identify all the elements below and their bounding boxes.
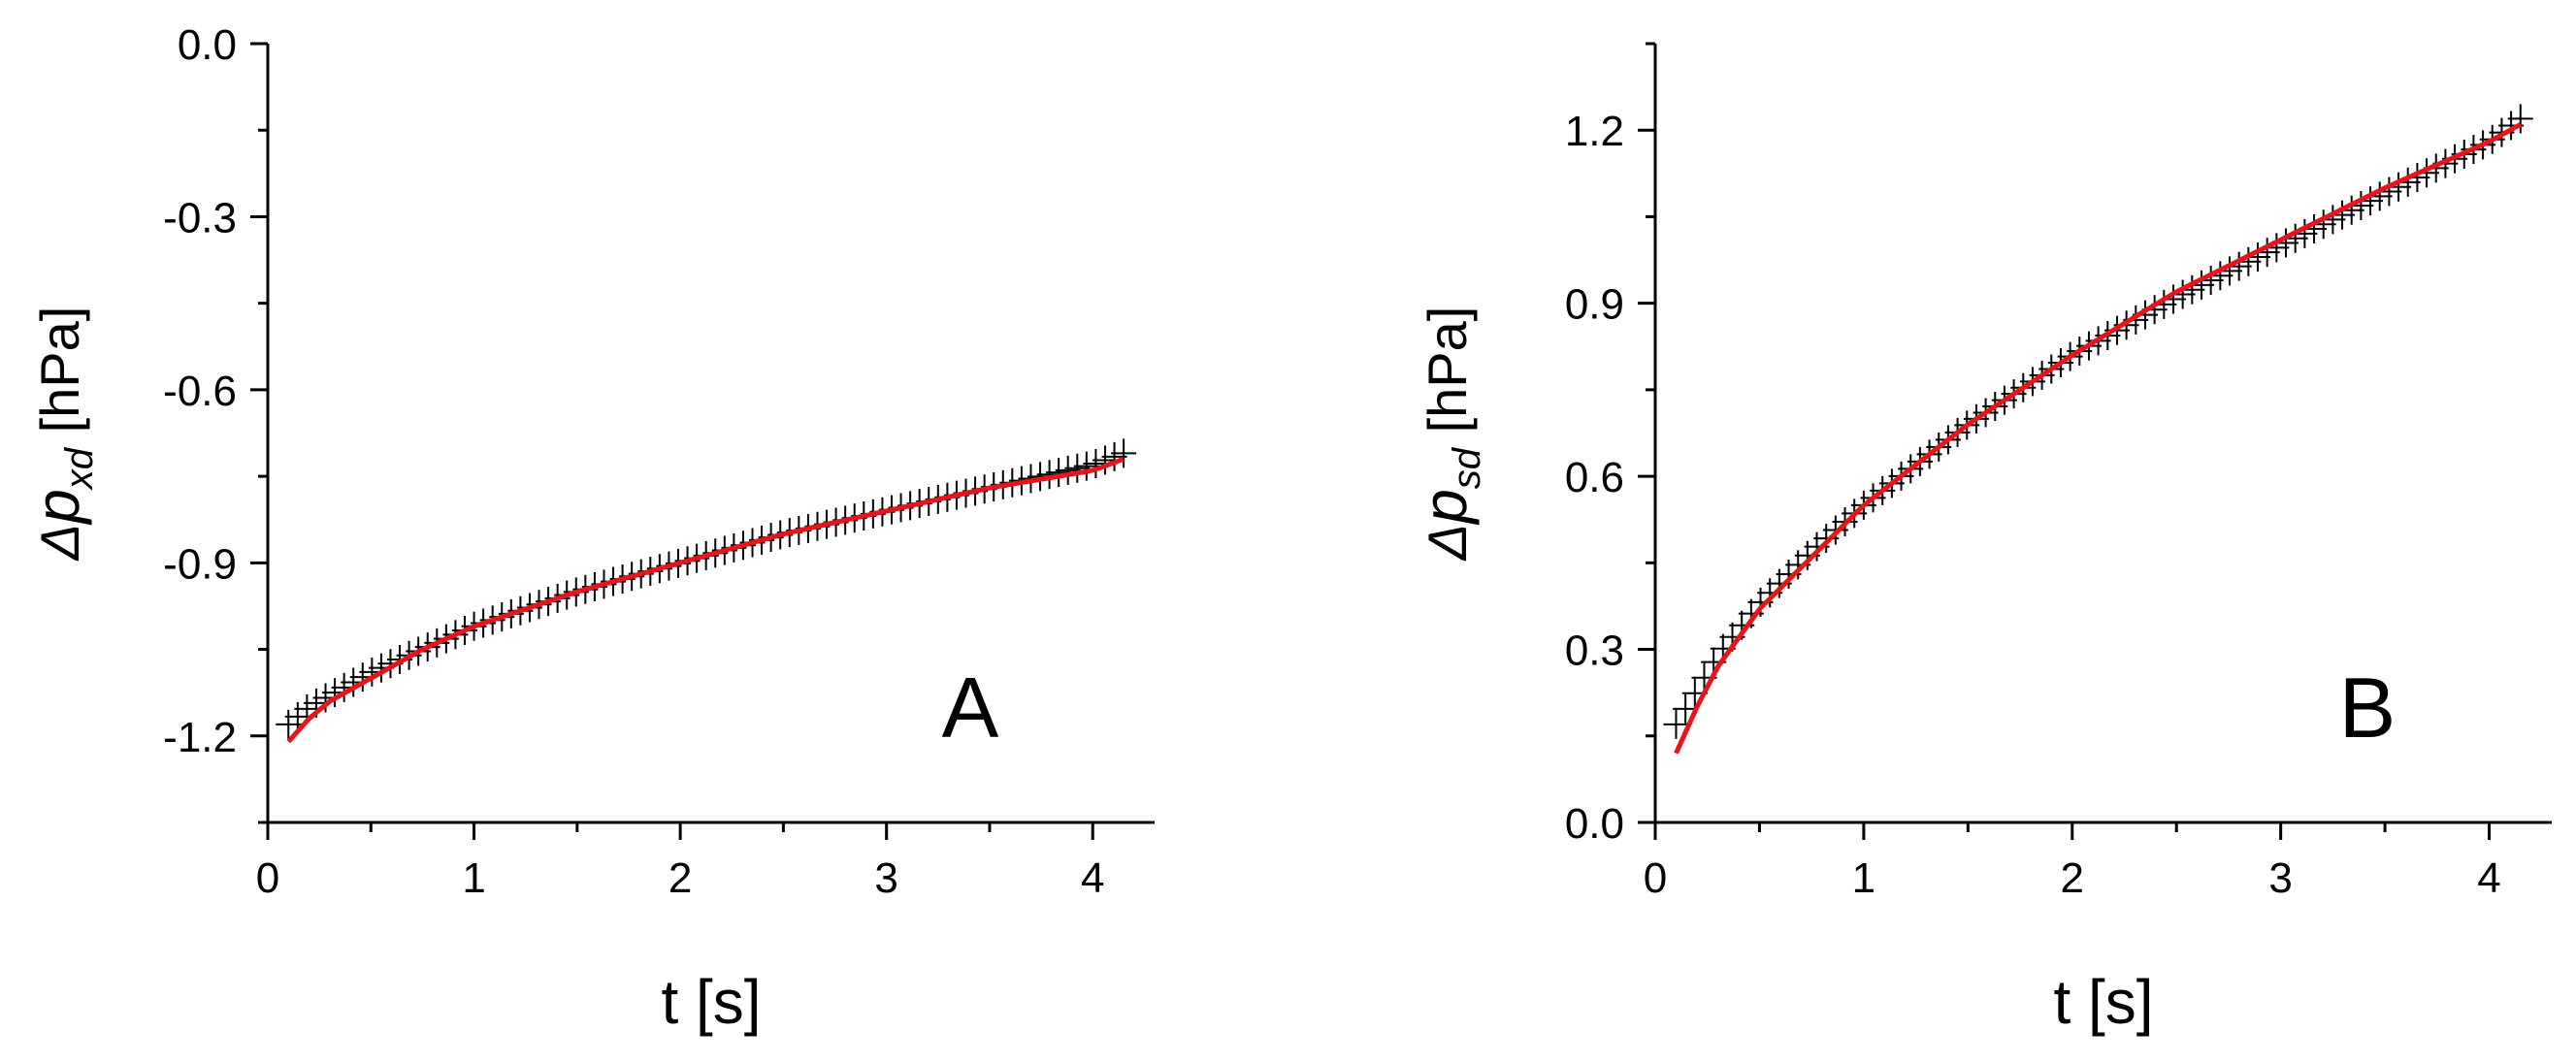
- panel-a-x-ticks: 0 1 2 3 4: [256, 822, 1104, 902]
- panel-a-x-axis-title: t [s]: [661, 967, 761, 1037]
- panel-a-y-p: p: [22, 489, 92, 526]
- y-tick-label: -0.6: [163, 368, 237, 415]
- y-tick-label: -0.9: [163, 540, 237, 588]
- panel-b-y-axis-title: Δpsd [hPa]: [1410, 306, 1488, 563]
- data-point: [1663, 709, 1689, 739]
- panel-b-y-delta: Δ: [1417, 524, 1478, 563]
- y-tick-label: 1.2: [1565, 108, 1624, 155]
- panel-b-y-p: p: [1410, 489, 1480, 526]
- x-tick-label: 1: [462, 854, 485, 902]
- x-tick-label: 1: [1852, 854, 1875, 902]
- panel-a-y-subscript: xd: [58, 446, 101, 491]
- panel-b-fit-line: [1674, 122, 2523, 755]
- panel-b-label: B: [2339, 660, 2397, 756]
- panel-a-label: A: [942, 660, 999, 756]
- x-tick-label: 0: [256, 854, 279, 902]
- panel-b-y-subscript: sd: [1446, 446, 1488, 489]
- panel-a-y-unit: [hPa]: [29, 306, 90, 448]
- panel-b-y-unit: [hPa]: [1417, 306, 1478, 448]
- x-tick-label: 0: [1644, 854, 1667, 902]
- panel-b-data-marks: [1663, 104, 2533, 739]
- x-tick-label: 2: [2061, 854, 2084, 902]
- data-point: [1111, 438, 1137, 468]
- y-tick-label: 0.0: [178, 21, 237, 69]
- x-tick-label: 2: [668, 854, 692, 902]
- panel-a: -1.2 -0.9 -0.6 -0.3 0.0 0 1 2 3 4 t [s] Δpxd [hP…: [22, 21, 1155, 1037]
- y-tick-label: 0.0: [1565, 800, 1624, 848]
- x-tick-label: 3: [2268, 854, 2292, 902]
- panel-b-y-ticks: 0.0 0.3 0.6 0.9 1.2: [1565, 42, 1655, 848]
- x-tick-label: 4: [2477, 854, 2500, 902]
- y-tick-label: -0.3: [163, 194, 237, 241]
- panel-a-y-delta: Δ: [29, 524, 90, 563]
- panel-a-y-ticks: -1.2 -0.9 -0.6 -0.3 0.0: [163, 21, 268, 824]
- x-tick-label: 3: [874, 854, 897, 902]
- panel-b-x-ticks: 0 1 2 3 4: [1644, 822, 2501, 902]
- y-tick-label: 0.6: [1565, 454, 1624, 501]
- data-point: [2507, 104, 2533, 134]
- panel-a-y-axis-title: Δpxd [hPa]: [22, 306, 101, 563]
- y-tick-label: 0.3: [1565, 628, 1624, 675]
- panel-b-x-axis-title: t [s]: [2053, 967, 2153, 1037]
- panel-b: 0.0 0.3 0.6 0.9 1.2 0 1 2 3 4 t [s] Δpsd [hPa] B: [1410, 42, 2552, 1037]
- y-tick-label: -1.2: [163, 714, 237, 761]
- data-point: [1813, 524, 1840, 554]
- panel-a-fit-line: [286, 456, 1125, 744]
- x-tick-label: 4: [1081, 854, 1104, 902]
- y-tick-label: 0.9: [1565, 281, 1624, 329]
